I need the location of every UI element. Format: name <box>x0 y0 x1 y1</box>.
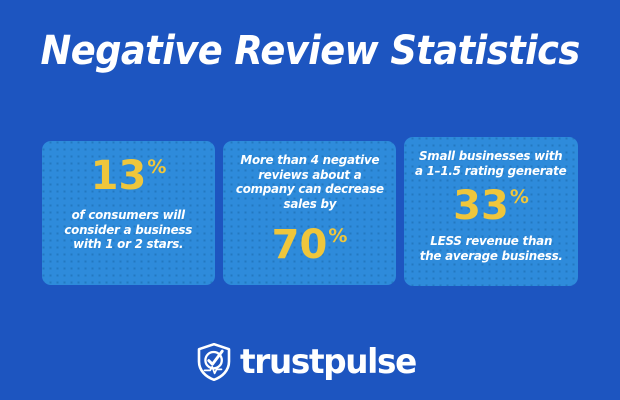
page-title: Negative Review Statistics <box>40 28 580 74</box>
stat-number-3: 33 <box>453 183 509 229</box>
caption-line: Small businesses with <box>419 148 563 163</box>
stat-number-2: 70 <box>271 222 328 268</box>
caption-line: a 1–1.5 rating generate <box>415 162 567 178</box>
caption-line: the average business. <box>419 247 563 263</box>
stat-card-3: Small businesses with a 1–1.5 rating gen… <box>404 137 578 286</box>
stat-percent-3: % <box>509 186 529 208</box>
stat-caption-3-bottom: LESS revenue than the average business. <box>419 233 563 263</box>
shield-check-pulse-icon <box>197 343 231 381</box>
stat-caption-3-top: Small businesses with a 1–1.5 rating gen… <box>415 148 567 178</box>
stat-caption-2: More than 4 negative reviews about a com… <box>235 152 384 211</box>
stat-value-2: 70% <box>272 225 348 265</box>
brand-logo: trustpulse <box>0 343 620 381</box>
caption-line: consider a business <box>64 221 193 237</box>
stat-percent-2: % <box>328 225 348 247</box>
stat-value-1: 13% <box>91 156 167 196</box>
caption-line: sales by <box>283 195 336 211</box>
brand-name: trustpulse <box>239 342 417 382</box>
stat-number-1: 13 <box>90 153 147 199</box>
caption-line: reviews about a <box>257 166 362 182</box>
caption-line: of consumers will <box>71 207 186 222</box>
stat-caption-1: of consumers will consider a business wi… <box>64 207 193 252</box>
caption-line: More than 4 negative <box>240 152 379 167</box>
page-title-container: Negative Review Statistics <box>0 28 620 74</box>
caption-line: company can decrease <box>235 181 384 196</box>
stat-card-2: More than 4 negative reviews about a com… <box>223 141 396 285</box>
stat-percent-1: % <box>147 156 167 178</box>
caption-line: LESS revenue than <box>430 233 552 248</box>
stat-cards-row: 13% of consumers will consider a busines… <box>42 137 578 289</box>
stat-value-3: 33% <box>453 186 529 226</box>
stat-card-1: 13% of consumers will consider a busines… <box>42 141 215 285</box>
caption-line: with 1 or 2 stars. <box>73 236 184 251</box>
